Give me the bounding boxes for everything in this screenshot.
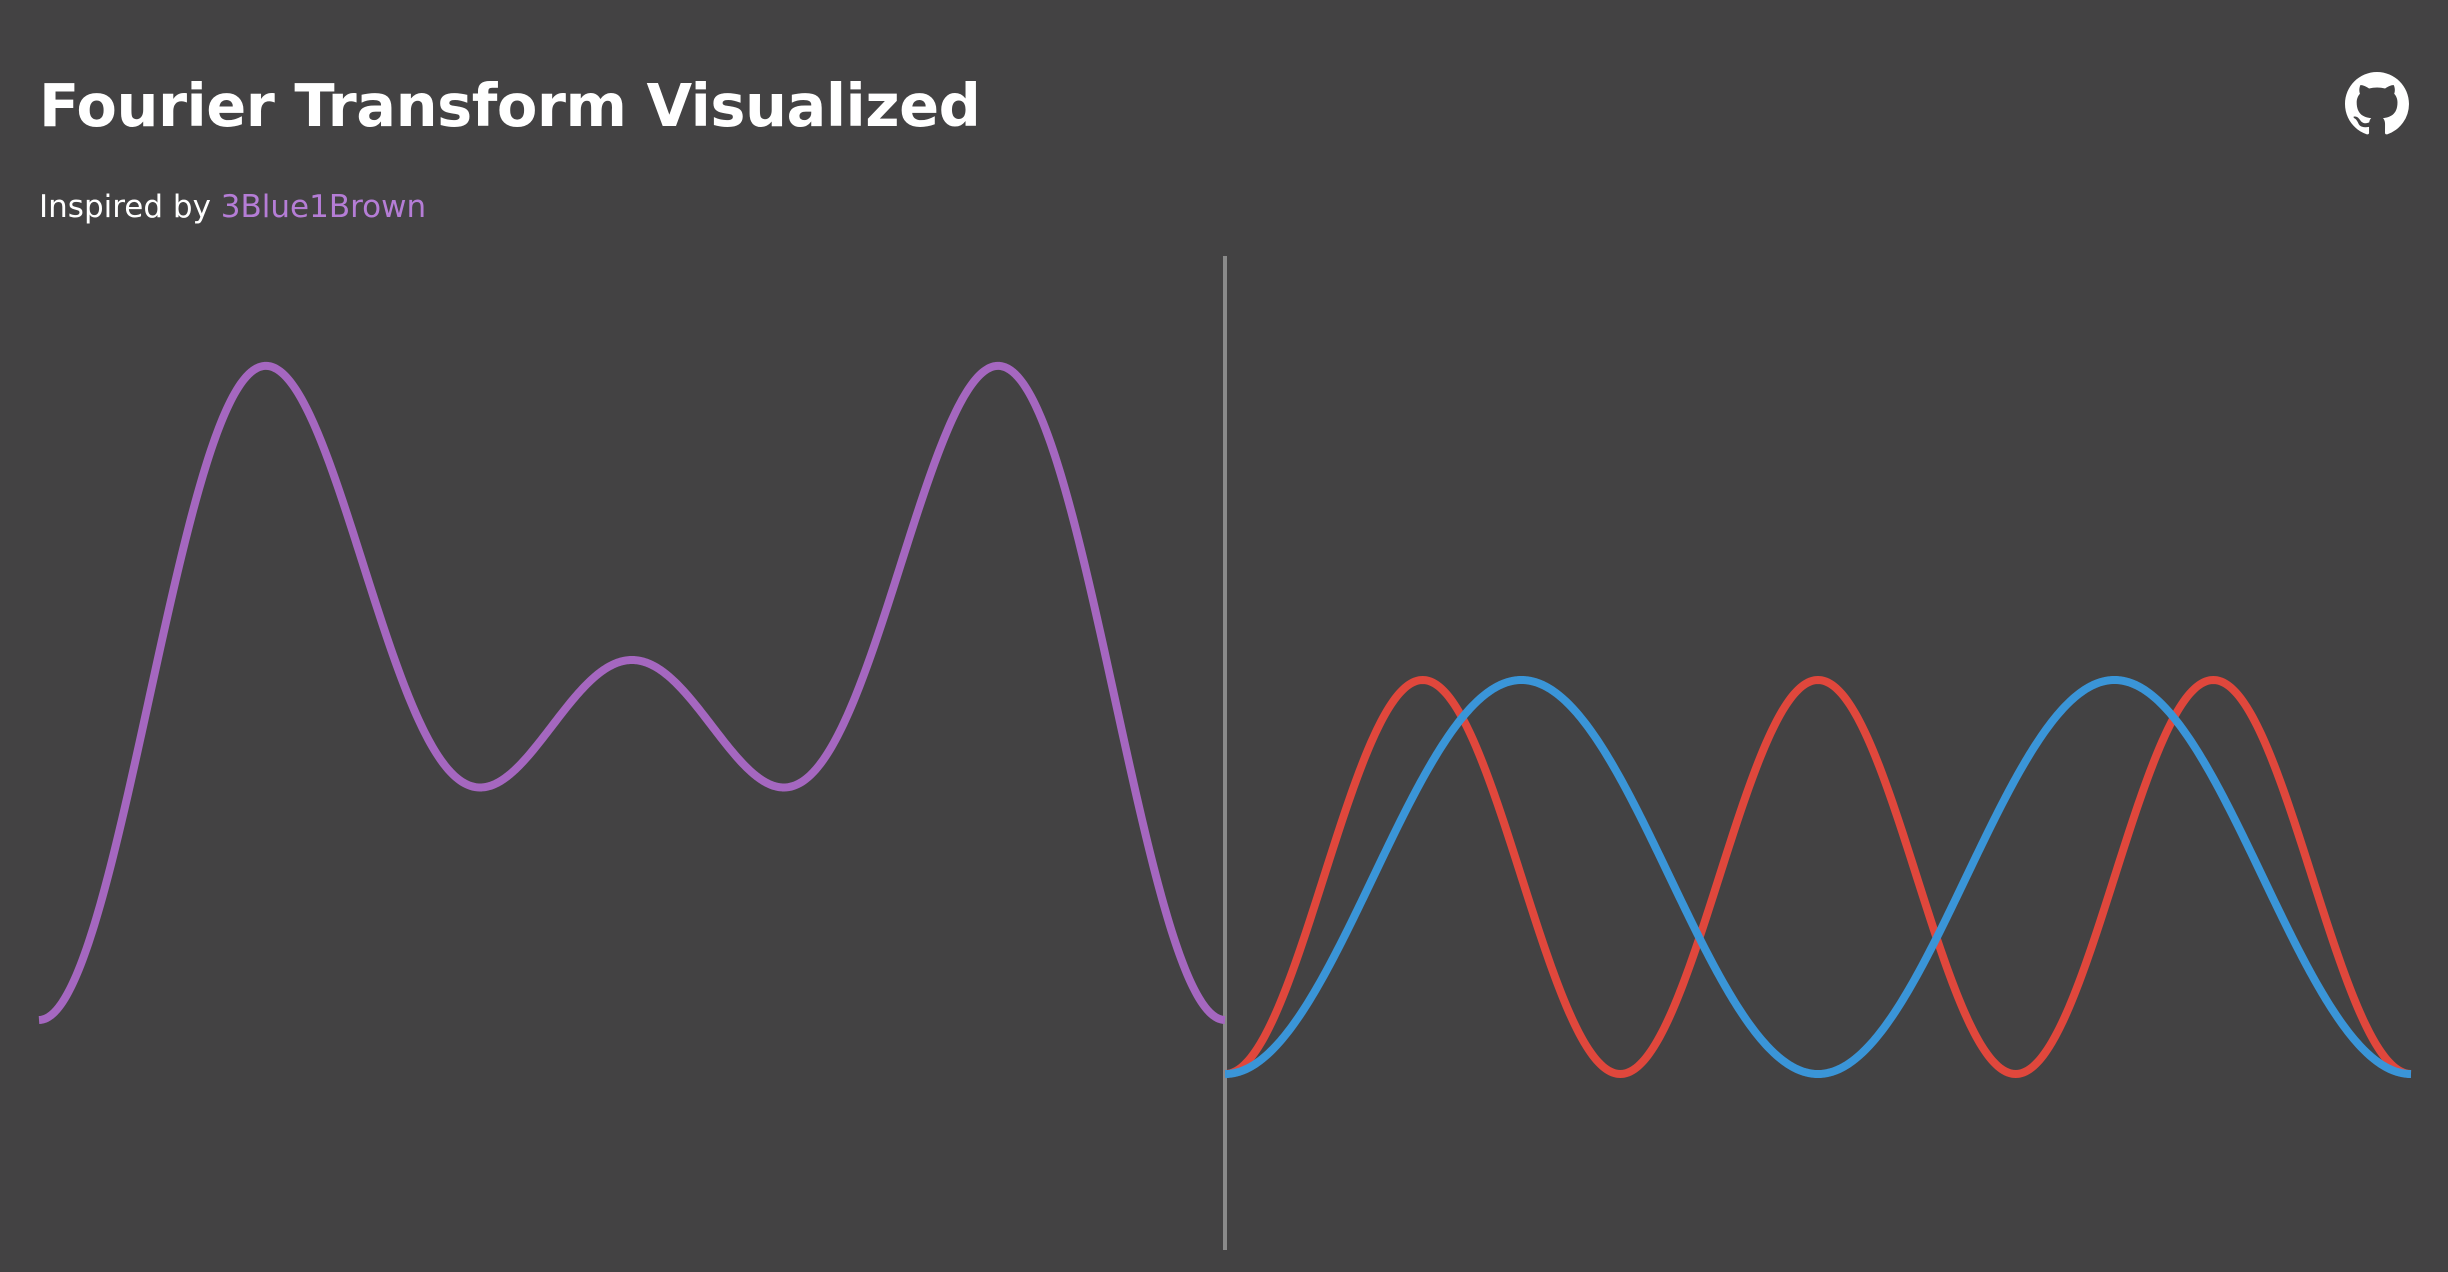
subtitle: Inspired by 3Blue1Brown xyxy=(39,186,426,228)
github-icon xyxy=(2345,72,2409,135)
component-wave-1 xyxy=(1222,676,2414,1078)
component-wave-2 xyxy=(1222,676,2414,1078)
subtitle-prefix: Inspired by xyxy=(39,189,211,225)
credit-link[interactable]: 3Blue1Brown xyxy=(220,189,427,225)
page-title: Fourier Transform Visualized xyxy=(39,71,981,140)
composite-wave-1 xyxy=(36,361,1228,1024)
github-link[interactable] xyxy=(2345,72,2409,136)
